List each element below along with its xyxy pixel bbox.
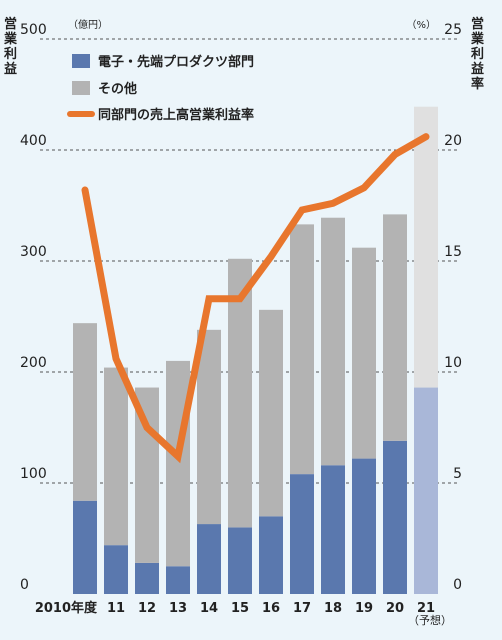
right-tick-1: 5 xyxy=(453,466,462,482)
margin-line-path xyxy=(81,133,430,464)
left-tick-4: 400 xyxy=(20,133,47,149)
bar-electronics-3 xyxy=(166,566,190,594)
bar-electronics-1 xyxy=(104,545,128,594)
right-axis-title: 営業利益率 xyxy=(470,16,485,92)
bar-electronics-4 xyxy=(197,524,221,594)
x-label-11: 21 xyxy=(417,601,435,616)
legend-swatch-electronics xyxy=(72,54,90,68)
bar-electronics-11 xyxy=(414,387,438,594)
left-tick-1: 100 xyxy=(20,466,47,482)
bar-other-0 xyxy=(73,323,97,501)
x-label-4: 14 xyxy=(200,601,218,616)
bar-other-4 xyxy=(197,329,221,525)
bar-other-11 xyxy=(414,106,438,388)
x-label-0: 2010年度 xyxy=(35,600,98,616)
x-label-6: 16 xyxy=(262,601,280,616)
right-tick-4: 20 xyxy=(444,133,462,149)
bar-other-3 xyxy=(166,360,190,567)
bar-other-5 xyxy=(228,258,252,528)
x-label-1: 11 xyxy=(107,601,125,616)
legend-label-electronics: 電子・先端プロダクツ部門 xyxy=(98,54,254,70)
left-tick-2: 200 xyxy=(20,355,47,371)
bar-electronics-9 xyxy=(352,458,376,594)
x-label-3: 13 xyxy=(169,601,187,616)
bar-other-6 xyxy=(259,309,283,517)
bar-electronics-10 xyxy=(383,440,407,594)
bar-other-8 xyxy=(321,217,345,466)
left-tick-3: 300 xyxy=(20,244,47,260)
bar-electronics-8 xyxy=(321,465,345,594)
x-axis-labels: 2010年度 11 12 13 14 15 16 17 18 19 20 21 xyxy=(35,600,435,616)
left-tick-5: 500 xyxy=(20,22,47,38)
bar-electronics-5 xyxy=(228,527,252,594)
left-axis-unit: （億円） xyxy=(68,18,108,31)
right-tick-5: 25 xyxy=(444,22,462,38)
x-label-7: 17 xyxy=(293,601,311,616)
legend: 電子・先端プロダクツ部門 その他 同部門の売上高営業利益率 xyxy=(67,54,254,123)
bar-electronics-0 xyxy=(73,500,97,594)
bar-other-1 xyxy=(104,367,128,546)
x-label-8: 18 xyxy=(324,601,342,616)
forecast-note: （予想） xyxy=(408,613,452,627)
legend-label-margin: 同部門の売上高営業利益率 xyxy=(98,107,254,123)
bars xyxy=(73,106,438,594)
x-label-10: 20 xyxy=(386,601,404,616)
right-axis-ticks: 0 5 10 15 20 25 xyxy=(444,22,462,593)
legend-swatch-other xyxy=(72,81,90,95)
x-label-2: 12 xyxy=(138,601,156,616)
bar-other-9 xyxy=(352,247,376,459)
profit-margin-line xyxy=(81,133,430,464)
bar-electronics-7 xyxy=(290,474,314,594)
left-axis-title: 営業利益 xyxy=(3,16,18,77)
left-tick-0: 0 xyxy=(20,577,29,593)
right-tick-0: 0 xyxy=(453,577,462,593)
right-axis-unit: （%） xyxy=(406,19,436,31)
legend-label-other: その他 xyxy=(98,81,137,97)
bar-electronics-6 xyxy=(259,516,283,594)
bar-electronics-2 xyxy=(135,562,159,594)
right-tick-2: 10 xyxy=(444,355,462,371)
x-label-5: 15 xyxy=(231,601,249,616)
x-label-9: 19 xyxy=(355,601,373,616)
bar-other-10 xyxy=(383,214,407,441)
left-axis-ticks: 0 100 200 300 400 500 xyxy=(20,22,47,593)
right-tick-3: 15 xyxy=(444,244,462,260)
bar-other-7 xyxy=(290,224,314,475)
